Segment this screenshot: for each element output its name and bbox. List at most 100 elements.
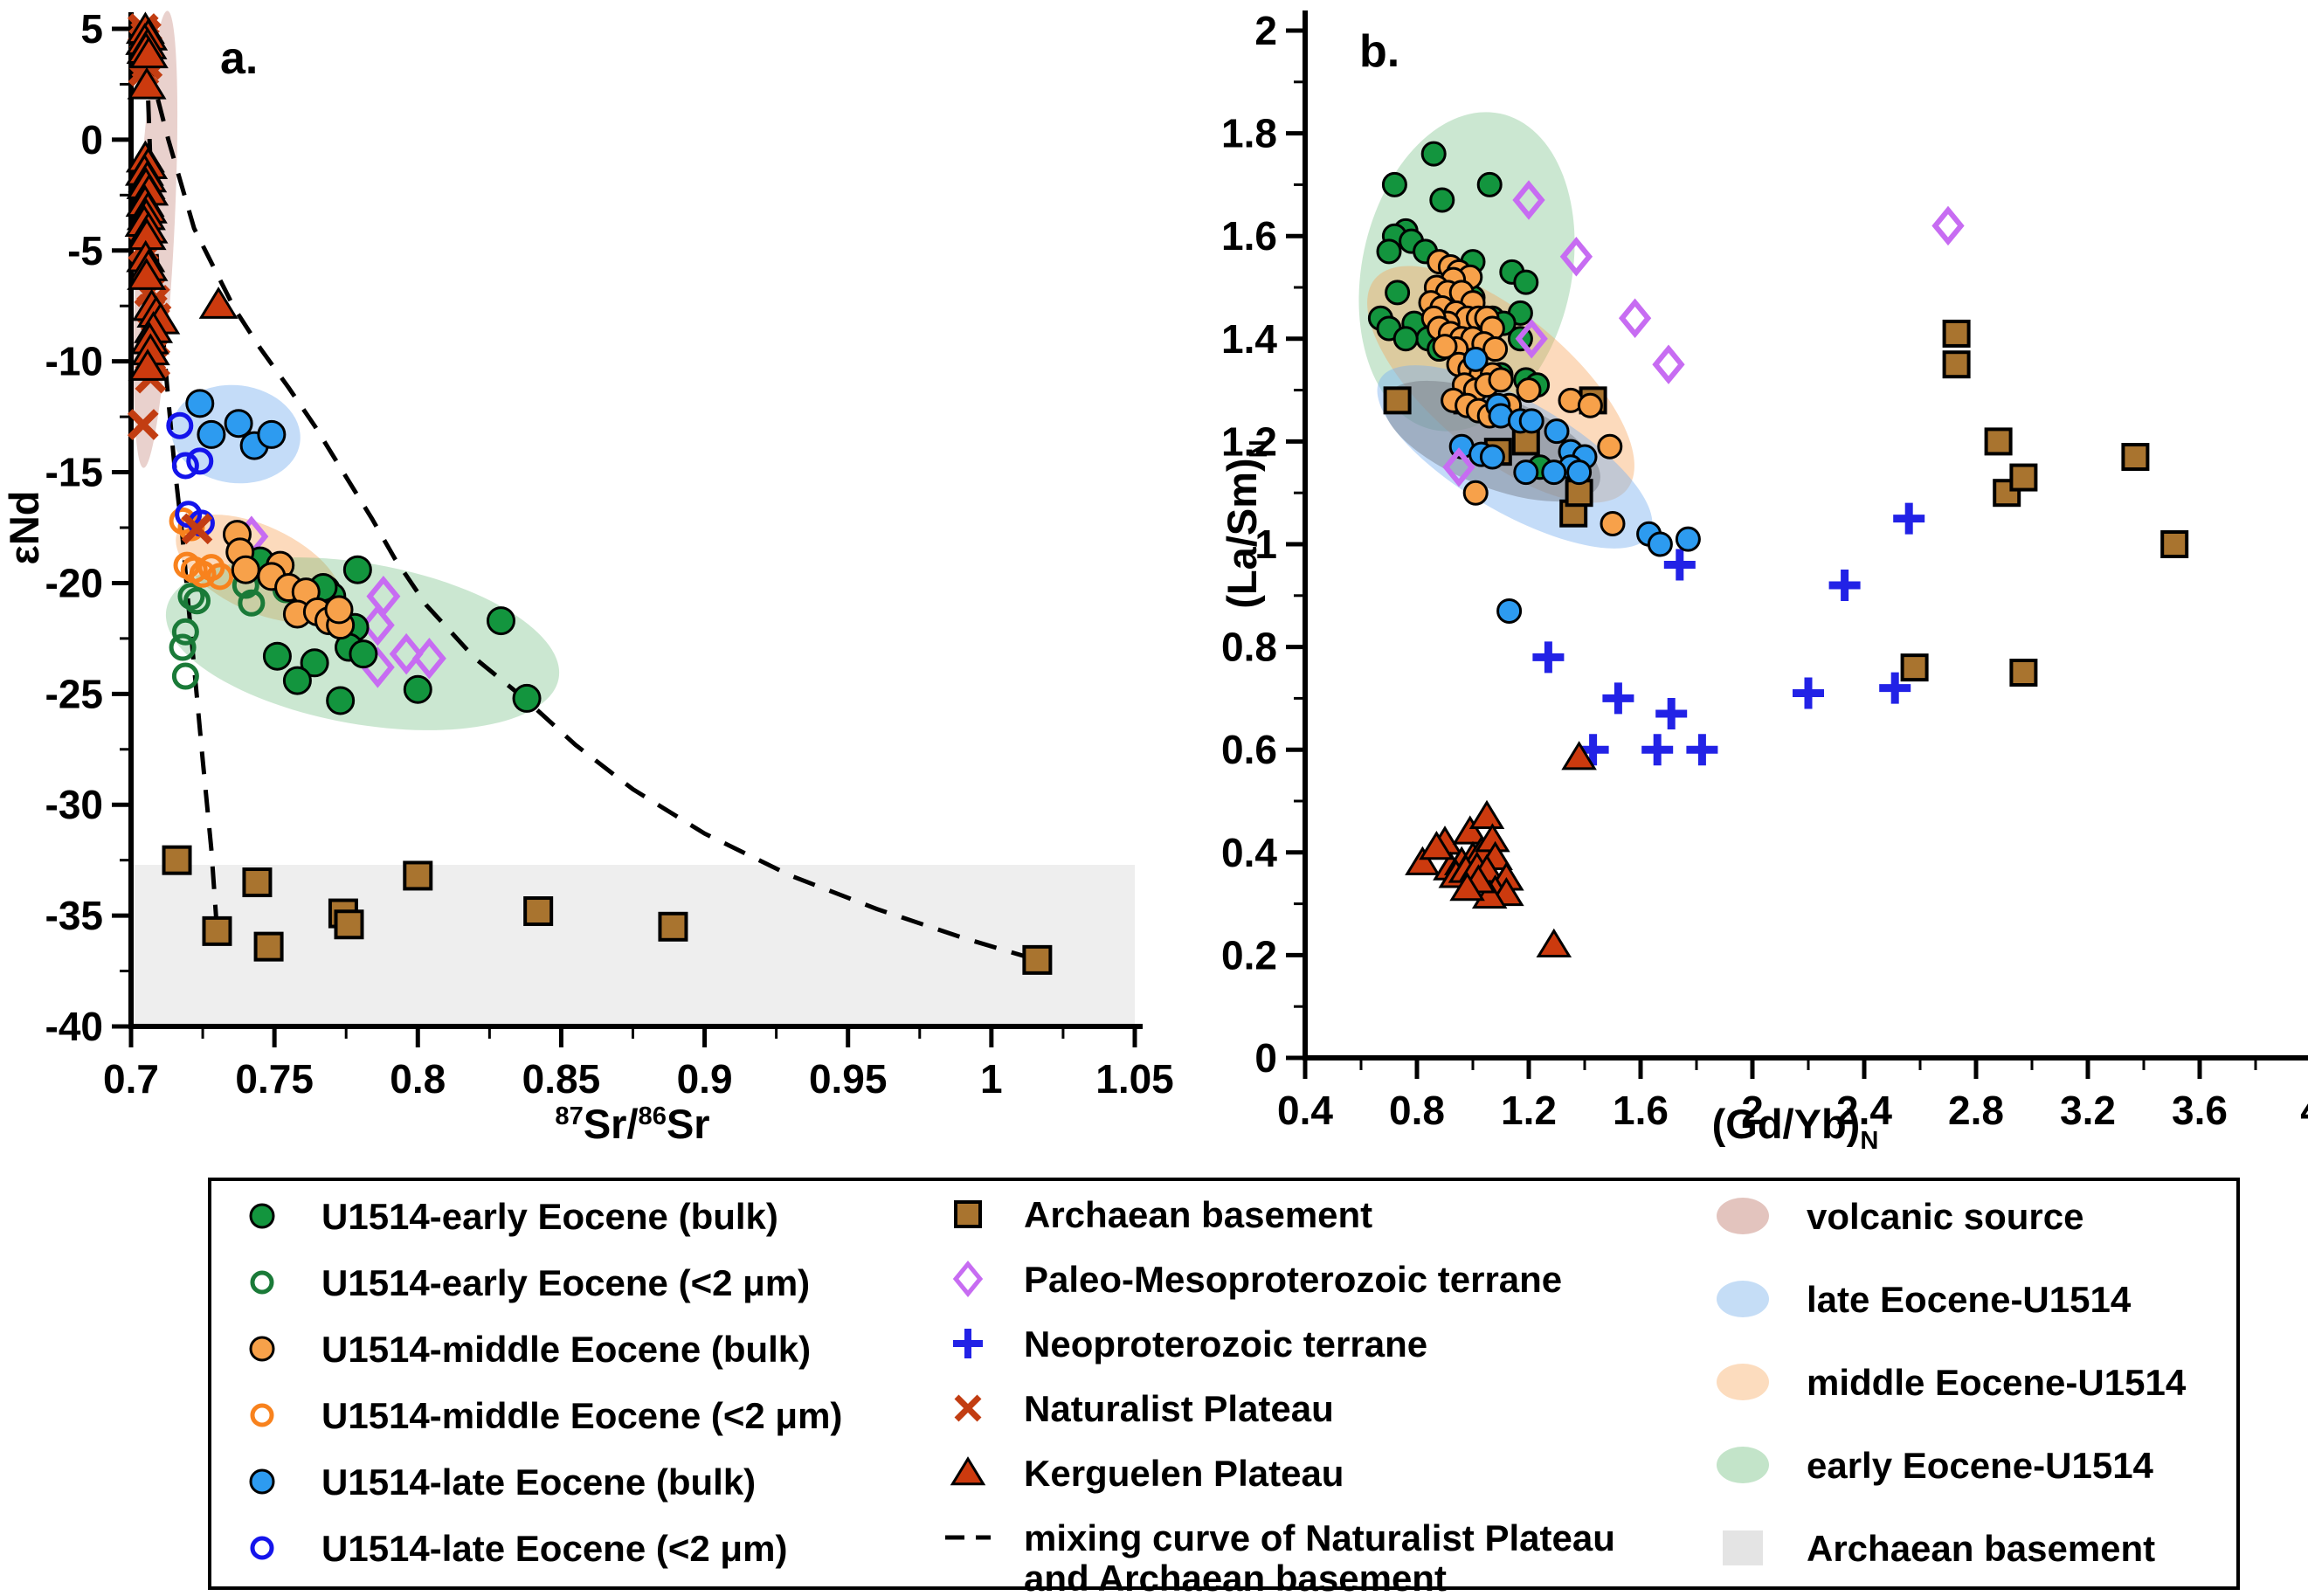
middle-bulk-point <box>1597 433 1623 459</box>
paleo-meso-point <box>1515 319 1548 359</box>
legend-item-label: U1514-late Eocene (<2 μm) <box>321 1528 787 1569</box>
late-bulk-point <box>1518 408 1544 434</box>
legend-item-label: Archaean basement <box>1024 1194 1372 1235</box>
early-bulk-point <box>486 606 515 636</box>
middle-bulk-point <box>231 555 260 584</box>
x-tick-label: 0.7 <box>103 1056 159 1102</box>
naturalist-point <box>127 409 159 440</box>
x-tick-label: 2.8 <box>1948 1088 2004 1133</box>
late-bulk-point <box>185 389 215 418</box>
neo-point <box>1663 549 1696 581</box>
legend-item-paleo-meso: Paleo-Mesoproterozoic terrane <box>952 1259 1562 1300</box>
legend: U1514-early Eocene (bulk) U1514-early Eoc… <box>208 1178 2240 1596</box>
late-bulk-point <box>1462 346 1489 372</box>
legend-item-middle-eocene-field: middle Eocene-U1514 <box>1717 1362 2187 1403</box>
legend-item-early-eocene-field: early Eocene-U1514 <box>1717 1445 2154 1486</box>
archaean-point <box>658 911 688 942</box>
legend-item-label: U1514-middle Eocene (bulk) <box>321 1329 811 1370</box>
archaean-point <box>1942 319 1971 348</box>
y-tick-label: 0.2 <box>1221 932 1277 978</box>
kerguelen-point <box>1536 928 1572 957</box>
legend-item-label: mixing curve of Naturalist Plateau <box>1024 1517 1615 1558</box>
early-bulk-point <box>1476 171 1503 197</box>
late-bulk-point <box>257 419 287 449</box>
series-b-late-bulk <box>1448 346 1701 624</box>
early-bulk-point <box>1420 141 1447 167</box>
legend-item-archaean-field: Archaean basement <box>1723 1528 2155 1569</box>
early-bulk-point <box>326 686 356 715</box>
legend-marker-icon <box>953 1329 983 1358</box>
early-bulk-point <box>282 666 312 695</box>
x-tick-label: 0.75 <box>235 1056 314 1102</box>
x-title-a: 87Sr/86Sr <box>555 1101 709 1147</box>
legend-marker-icon <box>1717 1281 1769 1317</box>
y-tick-label: 0.4 <box>1221 830 1277 875</box>
legend-marker-icon <box>954 1394 982 1422</box>
middle-bulk-point <box>1488 367 1514 393</box>
x-tick-label: 0.9 <box>677 1056 733 1102</box>
kerguelen-point <box>1419 831 1455 860</box>
legend-marker-icon <box>249 1468 275 1495</box>
legend-item-naturalist: Naturalist Plateau <box>954 1388 1334 1429</box>
legend-item-middle-clay: U1514-middle Eocene (<2 μm) <box>250 1395 842 1436</box>
legend-item-label: middle Eocene-U1514 <box>1807 1362 2187 1403</box>
late-bulk-point <box>1513 459 1539 486</box>
early-bulk-point <box>403 674 432 704</box>
kerguelen-point <box>1468 799 1505 829</box>
late-bulk-point <box>1541 459 1567 486</box>
legend-item-late-clay: U1514-late Eocene (<2 μm) <box>250 1528 787 1569</box>
panel-b-label: b. <box>1359 26 1399 77</box>
early-bulk-point <box>1513 269 1539 295</box>
legend-marker-icon <box>1723 1530 1763 1565</box>
legend-item-label: U1514-late Eocene (bulk) <box>321 1461 756 1503</box>
early-bulk-point <box>1381 171 1407 197</box>
y-tick-label: 0 <box>80 117 103 162</box>
legend-item-label: Naturalist Plateau <box>1024 1388 1334 1429</box>
middle-clay-point <box>197 554 225 582</box>
y-tick-label: 0 <box>1254 1035 1277 1081</box>
paleo-meso-point <box>1931 205 1965 246</box>
y-tick-label: -30 <box>45 782 103 827</box>
x-tick-label: 1.6 <box>1613 1088 1669 1133</box>
kerguelen-point <box>127 66 167 100</box>
archaean-point <box>403 860 433 891</box>
early-bulk-point <box>262 641 292 671</box>
archaean-point <box>1942 350 1971 379</box>
archaean-point <box>2009 463 2038 492</box>
early-bulk-point <box>1376 238 1402 265</box>
y-tick-label: -15 <box>45 450 103 495</box>
series-b-kerguelen <box>1405 741 1597 957</box>
y-tick-label: -10 <box>45 339 103 384</box>
y-tick-label: 1 <box>1254 522 1277 567</box>
paleo-meso-point <box>1652 344 1685 384</box>
legend-item-early-bulk: U1514-early Eocene (bulk) <box>249 1196 778 1237</box>
y-tick-label: 5 <box>80 6 103 52</box>
x-tick-label: 0.95 <box>809 1056 888 1102</box>
y-tick-label: -20 <box>45 560 103 605</box>
legend-item-late-eocene-field: late Eocene-U1514 <box>1717 1279 2132 1320</box>
archaean-point <box>162 845 192 875</box>
legend-marker-icon <box>954 1200 982 1228</box>
kerguelen-point <box>1449 872 1485 902</box>
legend-item-volcanic-source: volcanic source <box>1717 1196 2083 1237</box>
legend-item-early-clay: U1514-early Eocene (<2 μm) <box>250 1262 810 1303</box>
x-tick-label: 0.8 <box>1389 1088 1445 1133</box>
kerguelen-point <box>128 36 169 69</box>
paleo-meso-point <box>1618 298 1652 339</box>
x-tick-label: 0.8 <box>390 1056 446 1102</box>
neo-point <box>1828 570 1861 602</box>
late-clay-point <box>166 411 194 439</box>
early-clay-point <box>177 583 205 611</box>
late-bulk-point <box>1566 459 1593 486</box>
neo-point <box>1532 641 1565 674</box>
early-bulk-point <box>300 648 329 678</box>
legend-marker-icon <box>250 1403 274 1427</box>
series-a-kerguelen <box>124 11 238 381</box>
ticks-b: 0 0.2 0.4 0.6 0.8 1 1.2 1.4 1.6 1.8 2 0.4 0.8 1.2 1.6 2… <box>1221 8 2308 1133</box>
early-clay-point <box>238 589 266 617</box>
early-clay-point <box>171 662 199 690</box>
y-tick-label: 0.8 <box>1221 625 1277 670</box>
neo-point <box>1793 677 1824 709</box>
legend-marker-icon <box>950 1456 986 1486</box>
